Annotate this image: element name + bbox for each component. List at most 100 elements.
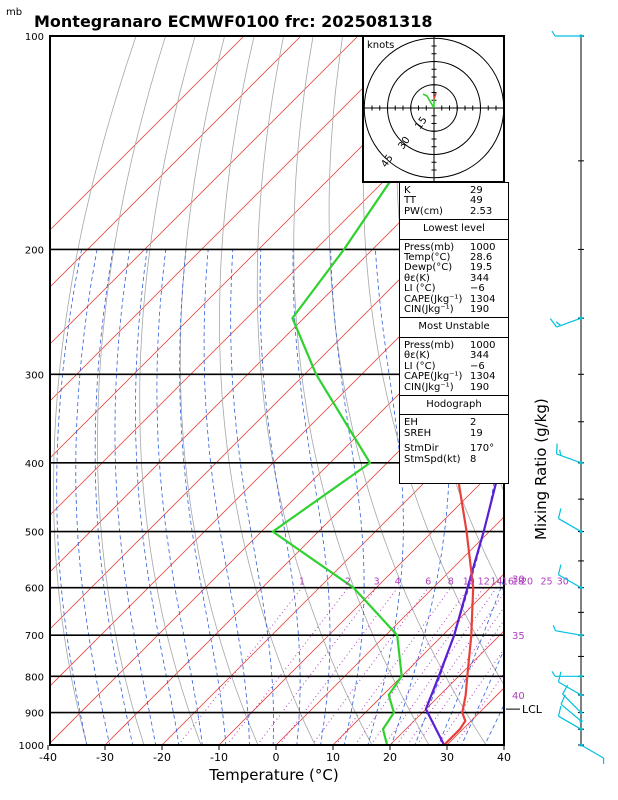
isotherm-line: [50, 36, 359, 345]
index-row: CIN(Jkg⁻¹) 190: [404, 381, 504, 393]
dry-adiabat-line: [520, 36, 618, 760]
wind-barb-flag: [555, 443, 558, 455]
wind-barb-panel: [549, 30, 605, 764]
theta-e-label: 30: [512, 575, 525, 586]
index-row: StmDir 170°: [404, 443, 504, 454]
index-row-k: K 29: [404, 185, 483, 196]
index-value: 19: [470, 427, 483, 439]
index-value: 1304: [470, 371, 496, 383]
index-label: Dewp(°C): [404, 262, 453, 274]
mixing-ratio-label: 10: [463, 577, 475, 588]
wind-barb-shaft: [558, 574, 582, 589]
pressure-unit-label: mb: [6, 7, 22, 18]
index-label: CAPE(Jkg⁻¹): [404, 293, 463, 305]
mixing-ratio-label: 20: [521, 577, 533, 588]
wind-barb: [557, 508, 583, 534]
isotherm-line: [50, 36, 416, 402]
x-tick-label: 20: [383, 751, 397, 764]
index-label: CIN(Jkg⁻¹): [404, 304, 454, 316]
pressure-tick-label: 800: [25, 672, 44, 683]
isotherm-line: [50, 36, 245, 231]
wind-barb: [562, 684, 583, 715]
moist-adiabat-line: [330, 249, 365, 745]
dewpoint-profile-line: [271, 36, 504, 745]
index-row: StmSpd(kt) 8: [404, 453, 504, 465]
x-tick-label: 0: [273, 751, 280, 764]
lcl-marker: LCL: [506, 703, 543, 716]
wind-barb: [557, 671, 583, 697]
index-value: 1304: [470, 293, 496, 305]
most-unstable-heading: Most Unstable: [400, 320, 508, 338]
wind-barb: [549, 316, 583, 328]
mixing-ratio-line: [384, 587, 497, 745]
wind-barb: [551, 670, 583, 678]
index-label: Press(mb): [404, 339, 455, 351]
x-tick-label: -20: [153, 751, 171, 764]
moist-adiabat-line: [75, 249, 111, 745]
pressure-tick-label: 600: [25, 584, 44, 595]
x-tick-label: 30: [440, 751, 454, 764]
wind-barb-shaft: [555, 630, 582, 636]
isotherm-line: [50, 231, 504, 687]
wind-barb: [557, 705, 583, 731]
pressure-tick-label: 1000: [19, 741, 44, 752]
dry-adiabat-line: [219, 36, 316, 745]
mixing-ratio-line: [354, 587, 470, 745]
x-tick-label: 10: [326, 751, 340, 764]
index-label: StmSpd(kt): [404, 453, 461, 465]
dry-adiabat-line: [608, 36, 618, 760]
moist-adiabat-line: [203, 249, 250, 745]
mixing-ratio-label: 6: [425, 577, 431, 588]
moist-adiabat-line: [56, 249, 88, 745]
wind-barb-flag: [552, 624, 556, 631]
mixing-ratio-line: [437, 648, 504, 745]
dry-adiabat-line: [53, 36, 137, 745]
mixing-ratio-label: 14: [491, 577, 503, 588]
moist-adiabat-line: [156, 249, 203, 745]
hodograph-trace-high: [433, 92, 437, 100]
mixing-ratio-label: 4: [395, 577, 401, 588]
pressure-tick-label: 100: [25, 32, 44, 43]
moist-adiabat-line: [292, 249, 331, 745]
index-label: θε(K): [404, 350, 430, 362]
index-value: 2: [470, 417, 477, 429]
dry-adiabat-line: [489, 36, 504, 222]
moist-adiabat-line: [230, 249, 274, 745]
index-value: 190: [470, 381, 490, 393]
pressure-tick-label: 900: [25, 709, 44, 720]
index-value: 344: [470, 272, 490, 284]
mixing-ratio-label: 3: [374, 577, 380, 588]
index-row: Press(mb) 1000: [404, 242, 504, 253]
isotherm-line: [561, 36, 618, 745]
isotherm-line: [50, 174, 504, 630]
index-label: CIN(Jkg⁻¹): [404, 381, 454, 393]
wind-barb: [555, 443, 583, 465]
hodograph-index-heading: Hodograph: [400, 398, 508, 416]
index-row: Press(mb) 1000: [404, 339, 504, 351]
index-row: CAPE(Jkg⁻¹) 1304: [404, 293, 504, 305]
index-row: Dewp(°C) 19.5: [404, 262, 504, 274]
wind-barb-flag: [559, 449, 562, 456]
index-value: 28.6: [470, 252, 493, 264]
pressure-tick-label: 700: [25, 631, 44, 642]
mixing-ratio-line: [311, 587, 429, 745]
wind-barb-flag: [557, 564, 562, 575]
index-label: EH: [404, 417, 418, 429]
moist-adiabat-line: [259, 249, 301, 745]
isotherm-line: [50, 36, 473, 459]
mixing-ratio-line: [226, 587, 349, 745]
wind-barb-shaft: [562, 693, 582, 713]
pressure-tick-label: 500: [25, 528, 44, 539]
index-row: Temp(°C) 28.6: [404, 252, 504, 264]
wind-barb-shaft: [558, 518, 582, 533]
background-lines: [50, 36, 618, 760]
hodograph-index-block: Hodograph EH 2 SREH 19 StmDir 170° StmSpd(kt) 8: [400, 396, 508, 467]
mixing-ratio-line: [279, 587, 398, 745]
index-row: CIN(Jkg⁻¹) 190: [404, 304, 504, 316]
mixing-ratio-label: 16: [502, 577, 514, 588]
hodograph: knots 15 30 45: [362, 35, 505, 183]
index-row: LI (°C) −6: [404, 361, 504, 372]
